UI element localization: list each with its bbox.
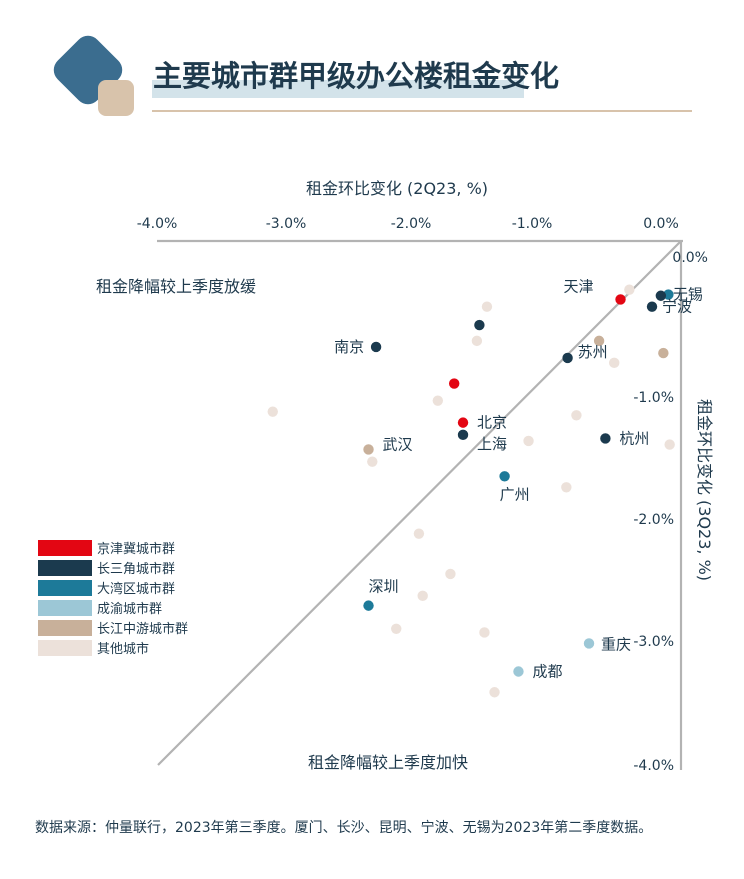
legend-label: 其他城市 (97, 641, 149, 657)
y-tick-label: 0.0% (672, 250, 708, 266)
y-tick-label: -3.0% (633, 634, 674, 650)
data-point (658, 347, 669, 359)
annotation-slower-decline: 租金降幅较上季度放缓 (96, 277, 256, 296)
logo-square-beige (98, 80, 134, 116)
data-point (609, 357, 620, 369)
diagonal-line (157, 240, 682, 766)
data-point (413, 528, 425, 539)
x-tick-label: 0.0% (643, 216, 679, 232)
axes (157, 239, 683, 770)
data-point (615, 294, 626, 305)
point-label: 宁波 (662, 298, 692, 316)
legend-label: 长江中游城市群 (97, 621, 188, 637)
data-point (583, 638, 595, 649)
data-point (457, 429, 469, 441)
data-point (489, 687, 500, 698)
point-label: 深圳 (369, 578, 399, 596)
data-point (391, 623, 402, 634)
data-point (471, 335, 483, 347)
data-point (445, 568, 456, 580)
x-tick-label: -3.0% (266, 216, 307, 232)
data-point (449, 378, 460, 389)
legend-label: 京津冀城市群 (97, 541, 175, 557)
data-point (481, 301, 493, 312)
data-point (363, 600, 374, 611)
data-point (571, 410, 582, 421)
point-label: 广州 (500, 485, 530, 503)
legend-swatch (38, 580, 92, 596)
data-point (646, 301, 658, 312)
data-point (624, 284, 635, 295)
point-label: 南京 (334, 338, 364, 356)
y-tick-label: -1.0% (633, 390, 674, 406)
title-highlight (152, 80, 524, 98)
point-label: 成都 (532, 663, 562, 681)
header: 主要城市群甲级办公楼租金变化 (53, 35, 692, 116)
legend-swatch (38, 640, 92, 656)
point-label: 武汉 (383, 435, 413, 453)
legend-swatch (38, 620, 92, 636)
data-point (417, 590, 428, 602)
point-label: 无锡 (673, 286, 703, 304)
legend-item: 大湾区城市群 (38, 580, 175, 597)
legend-label: 成渝城市群 (97, 601, 162, 617)
point-label: 上海 (477, 435, 507, 453)
legend-label: 长三角城市群 (97, 561, 175, 577)
data-point (513, 666, 524, 677)
point-label: 天津 (564, 277, 594, 295)
data-point (479, 627, 490, 638)
legend-swatch (38, 560, 92, 576)
legend: 京津冀城市群 长三角城市群 大湾区城市群 成渝城市群 长江中游城市群 其他城市 (38, 540, 188, 657)
data-point (561, 482, 572, 493)
data-point (499, 471, 510, 482)
x-tick-label: -4.0% (137, 216, 178, 232)
point-label: 北京 (477, 414, 507, 432)
data-point (363, 444, 374, 455)
x-tick-label: -1.0% (512, 216, 553, 232)
x-tick-label: -2.0% (391, 216, 432, 232)
x-ticks: -4.0% -3.0% -2.0% -1.0% 0.0% (137, 216, 679, 232)
x-axis-title: 租金环比变化 (2Q23, %) (306, 179, 488, 198)
legend-swatch (38, 540, 92, 556)
y-tick-label: -2.0% (633, 512, 674, 528)
data-point (474, 319, 485, 331)
legend-item: 其他城市 (38, 640, 149, 657)
legend-label: 大湾区城市群 (97, 581, 175, 597)
y-ticks: 0.0% -1.0% -2.0% -3.0% -4.0% (633, 250, 708, 774)
legend-item: 长江中游城市群 (38, 620, 188, 637)
page-title: 主要城市群甲级办公楼租金变化 (153, 59, 559, 93)
data-point (664, 439, 675, 450)
data-point (367, 456, 378, 467)
data-marks (267, 284, 675, 698)
legend-item: 成渝城市群 (38, 600, 162, 617)
point-label: 重庆 (601, 635, 631, 653)
data-point (432, 395, 444, 406)
data-point (593, 335, 605, 347)
point-label: 苏州 (578, 343, 608, 361)
data-point (370, 341, 382, 353)
legend-swatch (38, 600, 92, 616)
legend-item: 京津冀城市群 (38, 540, 175, 557)
source-note: 数据来源：仲量联行，2023年第三季度。厦门、长沙、昆明、宁波、无锡为2023年… (35, 820, 653, 836)
data-point (562, 352, 573, 364)
y-tick-label: -4.0% (633, 758, 674, 774)
data-point (267, 406, 278, 417)
legend-item: 长三角城市群 (38, 560, 175, 577)
y-axis-title: 租金环比变化 (3Q23, %) (695, 399, 714, 581)
data-point (600, 433, 611, 444)
point-label: 杭州 (619, 429, 649, 447)
data-point (457, 417, 469, 428)
data-point (523, 435, 534, 447)
annotation-faster-decline: 租金降幅较上季度加快 (308, 753, 468, 772)
data-point (655, 290, 667, 301)
